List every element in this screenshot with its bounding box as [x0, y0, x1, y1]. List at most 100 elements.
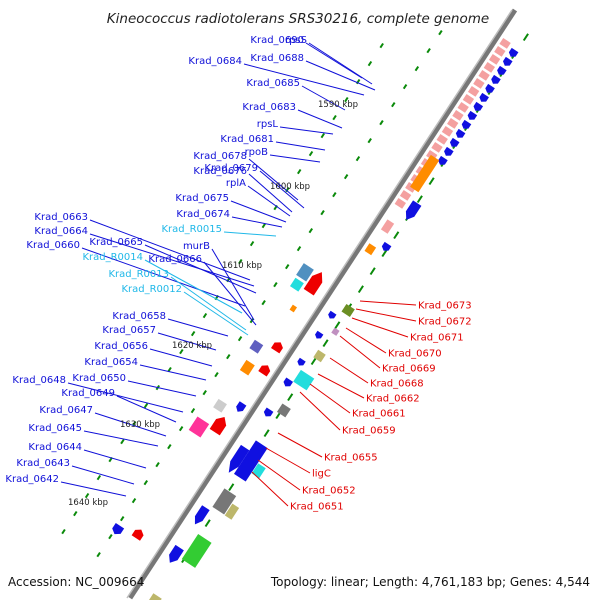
rrna-block — [394, 198, 407, 209]
leader-line — [257, 459, 301, 491]
tick-mark — [393, 231, 400, 240]
leader-line — [183, 291, 249, 336]
gene-block-shape — [341, 303, 355, 317]
tick-mark — [96, 551, 101, 558]
leader-line — [359, 300, 417, 306]
kbp-1640: 1640 kbp — [68, 498, 108, 508]
gene-label-krad_0642: Krad_0642 — [5, 474, 59, 485]
gene-label-rpob: rpoB — [245, 147, 269, 158]
leader-line — [317, 373, 365, 399]
gene-label-krad_0660: Krad_0660 — [26, 240, 80, 251]
rrna-block-shape — [473, 78, 485, 89]
tick-mark — [416, 195, 423, 204]
rrna-block-shape — [462, 94, 475, 105]
leader-line — [355, 308, 417, 322]
leader-line — [170, 276, 247, 331]
leader-line — [351, 317, 409, 338]
tick-mark — [167, 366, 172, 373]
gene-arrow — [455, 128, 466, 138]
gene-label-krad_0655: Krad_0655 — [324, 453, 378, 464]
gene-arrow-shape — [491, 74, 501, 84]
gene-block-shape — [213, 398, 227, 413]
tick-mark — [261, 299, 266, 306]
tick-mark — [414, 65, 420, 72]
rrna-block — [467, 86, 480, 97]
gene-arrow-shape — [461, 119, 472, 129]
gene-arrow — [194, 505, 210, 525]
gene-block-shape — [188, 416, 210, 438]
tick-mark — [228, 483, 235, 492]
gene-arrow-shape — [449, 137, 460, 147]
gene-arrow-shape — [444, 146, 454, 156]
rrna-block-shape — [467, 86, 480, 97]
tick-mark — [96, 474, 102, 481]
tick-mark — [202, 312, 208, 319]
gene-arrow — [473, 101, 484, 111]
rrna-block-shape — [441, 126, 454, 137]
minus-arrow — [303, 272, 323, 296]
tick-mark — [428, 177, 435, 186]
leader-line — [67, 382, 184, 413]
leader-line — [81, 247, 246, 307]
gene-arrow-shape — [328, 310, 337, 319]
gene-block — [331, 327, 340, 336]
gene-block-shape — [224, 503, 240, 520]
tick-mark — [120, 438, 125, 445]
rrna-block — [457, 102, 469, 113]
gene-arrow-shape — [479, 92, 489, 102]
minus-arrow — [209, 417, 227, 436]
rrna-block — [494, 46, 506, 57]
gene-arrow-shape — [228, 444, 250, 473]
gene-block — [213, 398, 227, 413]
gene-block — [276, 403, 291, 418]
leader-line — [279, 126, 334, 135]
rrna-block-shape — [431, 142, 443, 153]
gene-label-rpss: rpsS — [285, 35, 307, 46]
tick-mark — [334, 321, 341, 330]
leader-line — [301, 85, 346, 111]
gene-arrow — [491, 74, 501, 84]
leader-line — [297, 109, 343, 129]
tick-mark — [238, 258, 243, 265]
tick-mark — [308, 227, 313, 234]
gene-arrow-shape — [438, 155, 448, 165]
rrna-block — [462, 94, 475, 105]
leader-line — [339, 335, 381, 369]
rrna-block-shape — [483, 62, 496, 73]
gene-arrow — [438, 155, 448, 165]
gene-block — [249, 339, 264, 354]
leader-line — [83, 449, 147, 469]
gene-label-krad_0651: Krad_0651 — [290, 502, 344, 513]
gene-label-krad_0648: Krad_0648 — [12, 375, 66, 386]
gene-label-murb: murB — [183, 241, 210, 252]
gene-label-krad_0662: Krad_0662 — [366, 394, 420, 405]
rrna-block-shape — [380, 219, 395, 234]
gene-label-krad_0665: Krad_0665 — [89, 237, 143, 248]
gene-label-krad_0671: Krad_0671 — [410, 333, 464, 344]
tick-mark — [273, 281, 278, 288]
gene-label-krad_0679: Krad_0679 — [204, 163, 258, 174]
leader-line — [265, 447, 311, 474]
leader-line — [89, 233, 255, 287]
gene-arrow — [283, 377, 294, 387]
gene-label-krad_0661: Krad_0661 — [352, 409, 406, 420]
leader-line — [309, 383, 351, 414]
tick-mark — [249, 240, 255, 247]
tick-mark — [296, 245, 302, 252]
gene-arrow — [497, 65, 507, 75]
leader-line — [83, 430, 159, 447]
leader-line — [144, 259, 243, 314]
tick-mark — [522, 33, 529, 42]
tick-mark — [369, 267, 376, 276]
leader-line — [277, 432, 323, 458]
minus-arrow-shape — [209, 417, 227, 436]
leader-line — [144, 244, 257, 294]
leader-line — [251, 471, 289, 507]
label-leaders — [60, 42, 417, 507]
gene-label-rpla: rplA — [226, 178, 246, 189]
gene-label-krad_0647: Krad_0647 — [39, 405, 93, 416]
minus-arrow-shape — [131, 529, 144, 541]
tick-mark — [155, 461, 160, 468]
gene-arrow — [328, 310, 337, 319]
